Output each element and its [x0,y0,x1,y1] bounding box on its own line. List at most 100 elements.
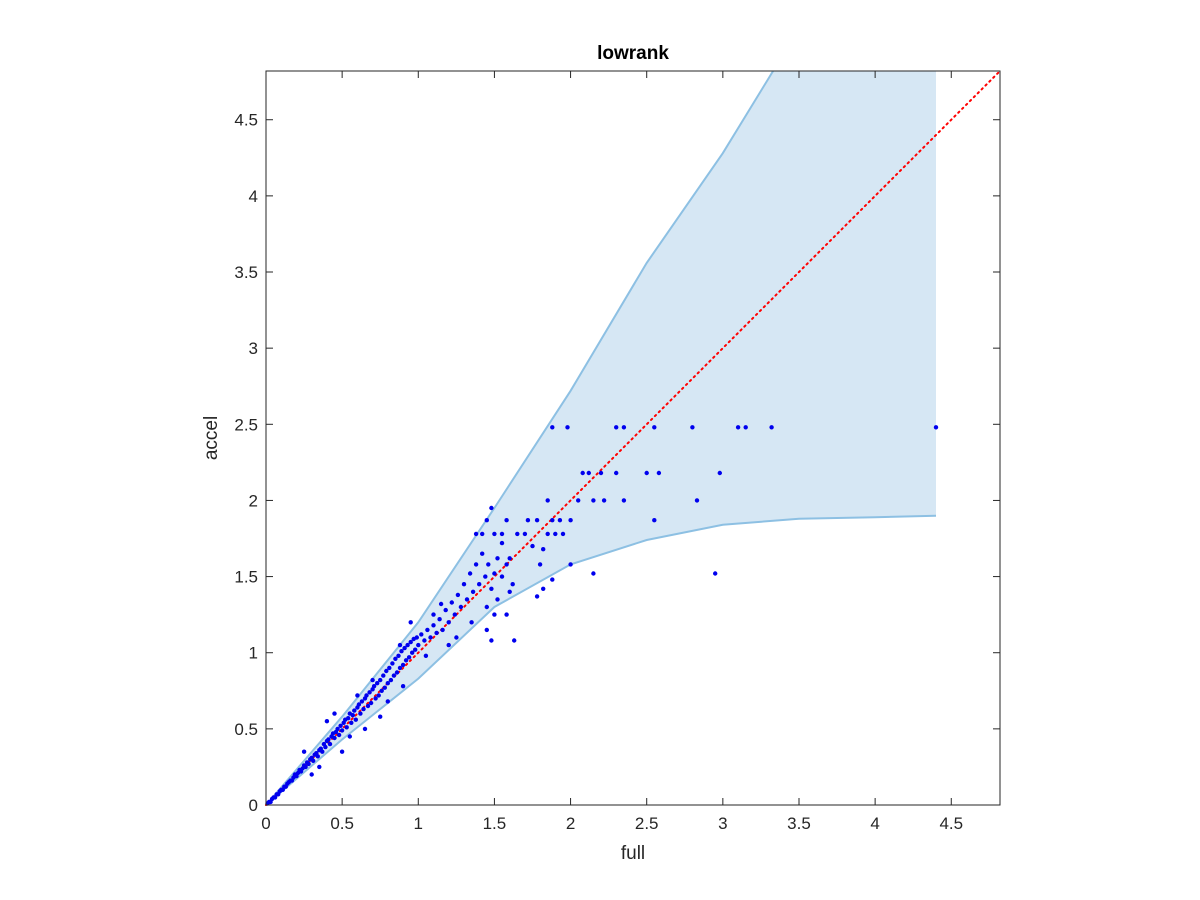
data-point [545,498,550,503]
data-point [461,582,467,587]
data-point [438,601,444,607]
axes-box [265,70,1001,806]
y-tick-label: 4.5 [234,111,258,130]
data-point [690,425,695,430]
y-tick-label: 0 [249,796,258,815]
data-point [614,470,619,476]
data-point [525,518,531,523]
reference-line [265,70,1001,806]
data-point [473,562,479,567]
data-point [375,681,380,686]
x-tick-label: 2 [566,814,575,833]
data-point [644,470,649,476]
data-point [480,551,485,556]
data-point [356,702,362,707]
data-point [568,518,573,523]
reference-line-layer [265,70,1001,806]
data-point [352,708,357,713]
data-point [580,470,585,476]
data-point [541,547,546,552]
data-point [378,677,383,683]
data-point [378,714,383,719]
data-point [591,498,596,503]
band-upper-edge [265,70,774,806]
data-point [384,668,389,674]
data-point [576,498,581,503]
data-point [390,661,395,666]
data-point [515,531,520,537]
data-point [347,734,352,739]
data-points [265,425,939,806]
data-point [553,531,558,537]
data-point [545,531,550,537]
data-point [315,754,320,759]
data-point [339,749,345,754]
data-point [379,688,384,693]
y-tick-label: 2.5 [234,415,258,434]
data-point [387,665,392,671]
data-point [385,699,390,704]
data-point [368,700,374,706]
y-tick-label: 1 [249,644,258,663]
data-point [306,761,311,767]
data-point [361,706,366,712]
data-point [621,498,627,503]
data-point [336,732,342,738]
data-point [344,725,349,730]
data-point [332,711,337,716]
confidence-band [265,70,937,806]
data-point [492,571,497,576]
data-point [349,720,354,725]
data-point [483,574,488,579]
data-point [400,662,406,668]
y-tick-label: 3.5 [234,263,258,282]
data-point [311,758,316,763]
data-point [320,749,325,754]
data-point [467,571,473,576]
data-point [326,737,331,742]
data-point [338,723,343,728]
chart-title: lowrank [597,43,669,64]
data-point [499,531,505,537]
data-point [522,531,528,537]
data-point [454,635,459,640]
data-point [335,726,340,732]
data-point [489,586,494,591]
data-point [399,649,404,654]
data-point [694,498,700,503]
data-point [359,699,365,704]
data-point [598,470,604,476]
data-point [332,735,337,741]
data-point [358,711,363,716]
data-point [449,600,454,605]
data-point [504,518,509,523]
x-tick-label: 3.5 [787,814,811,833]
data-point [425,627,430,633]
data-point [473,531,479,537]
data-point [550,577,555,582]
data-point [350,713,355,718]
data-point [769,425,774,430]
data-point [317,764,322,770]
data-point [656,470,662,476]
y-tick-label: 4 [249,187,258,206]
data-point [510,582,515,587]
data-point [489,638,494,643]
data-point [353,717,358,722]
band-lower-edge [265,514,937,806]
data-point [652,425,657,430]
y-tick-label: 3 [249,339,258,358]
data-point [480,531,485,537]
data-point [408,639,413,645]
y-tick-label: 0.5 [234,720,258,739]
data-point [364,693,369,698]
data-point [410,650,415,655]
data-point [933,425,939,430]
data-point [495,597,500,602]
data-point [557,518,563,523]
data-point [614,425,619,430]
data-point [440,627,445,633]
x-tick-label: 0 [261,814,270,833]
data-point [507,556,512,561]
